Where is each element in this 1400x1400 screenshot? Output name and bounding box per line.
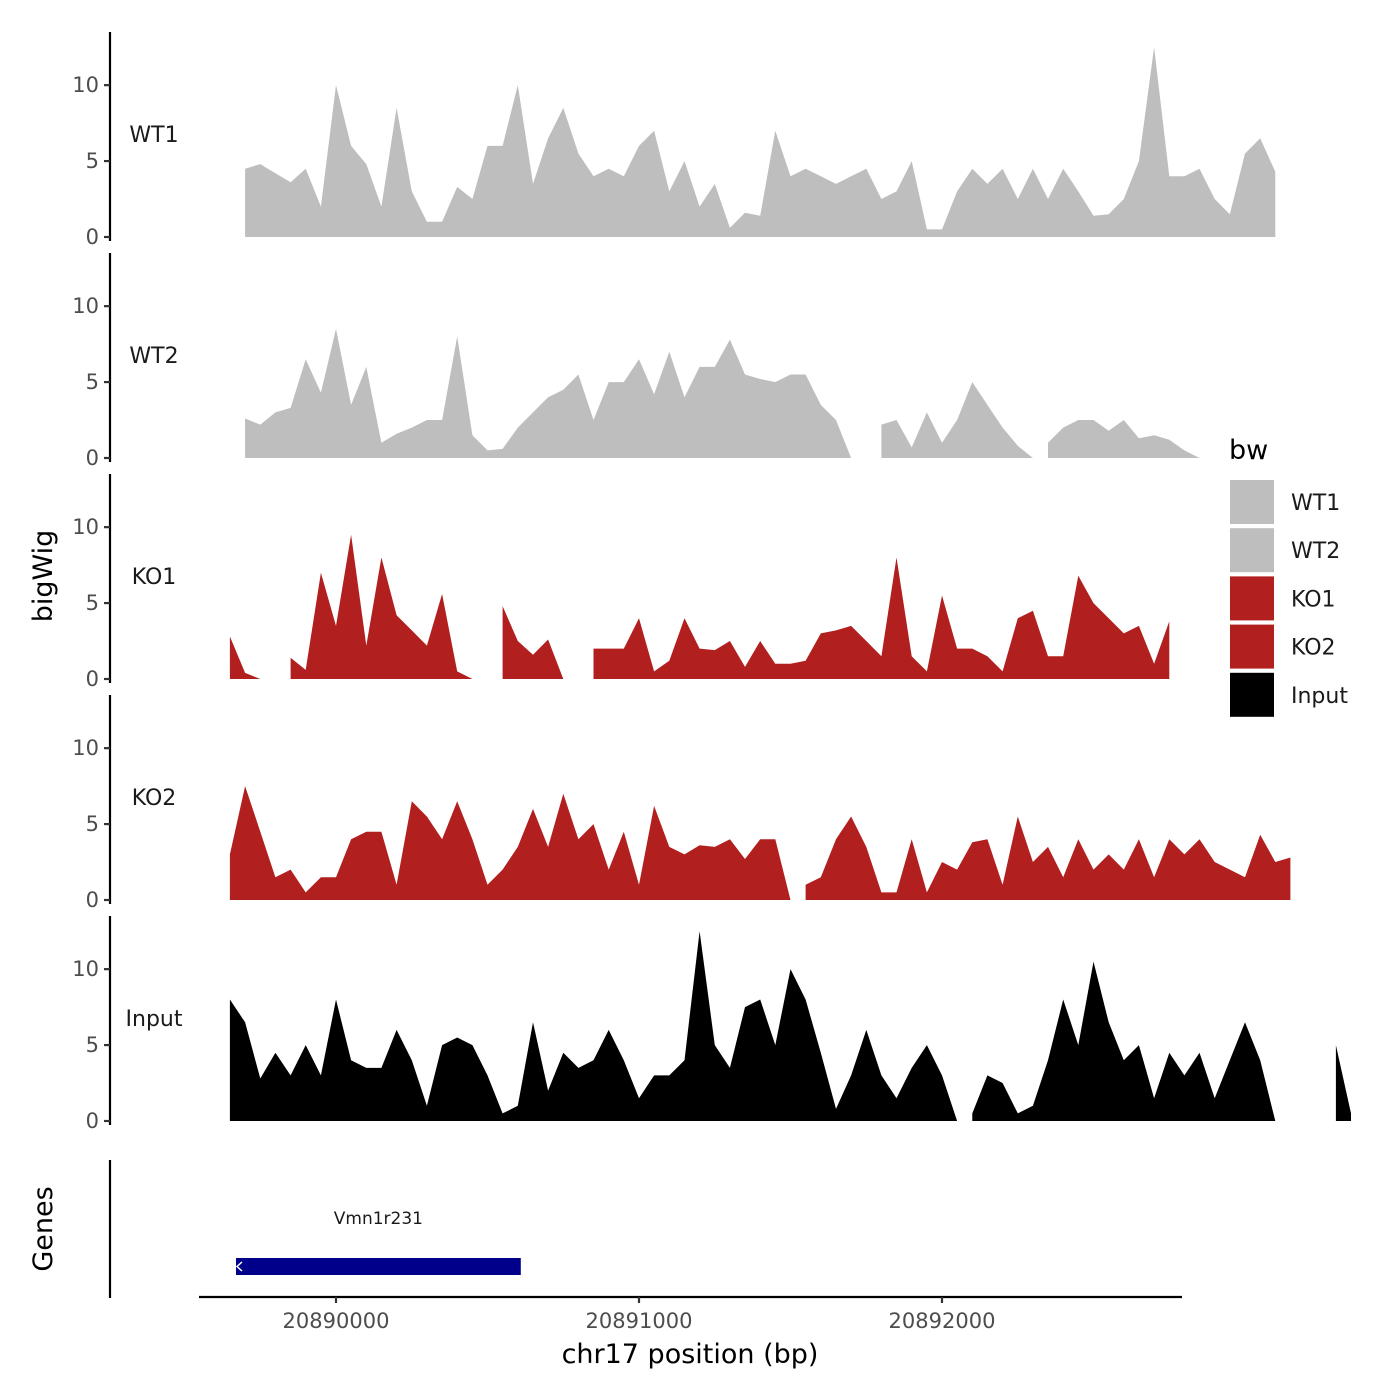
y-tick-label-ko1-0: 0 <box>86 667 99 691</box>
genes-layer: Vmn1r231 <box>108 1160 521 1298</box>
signal-area-wt1-0 <box>245 47 1276 238</box>
signal-area-ko2-0 <box>229 786 791 900</box>
y-tick-label-input-10: 10 <box>72 957 99 981</box>
y-tick-label-wt1-10: 10 <box>72 73 99 97</box>
signal-area-wt2-0 <box>245 328 852 458</box>
gene-strand-arrow-vmn1r231 <box>235 1261 243 1272</box>
signal-area-ko1-1 <box>290 534 473 679</box>
y-tick-label-wt1-0: 0 <box>86 225 99 249</box>
tracks-layer: 0 5 10 WT1 0 5 10 WT2 0 5 10 KO1 0 5 10 KO2 0 5 10 Input <box>72 32 1351 1133</box>
track-ko2: 0 5 10 KO2 <box>72 695 1291 912</box>
signal-area-ko1-3 <box>593 557 1170 679</box>
gene-body-vmn1r231 <box>236 1258 521 1275</box>
x-tick-label-20891000: 20891000 <box>586 1309 693 1333</box>
signal-area-input-0 <box>229 931 958 1121</box>
y-tick-label-ko1-5: 5 <box>86 591 99 615</box>
track-wt1: 0 5 10 WT1 <box>72 32 1276 249</box>
legend-label-ko1: KO1 <box>1291 587 1336 612</box>
legend-label-wt2: WT2 <box>1291 539 1340 564</box>
track-label-ko2: KO2 <box>132 786 177 811</box>
y-tick-label-wt2-0: 0 <box>86 446 99 470</box>
y-axis-title-genes: Genes <box>28 1186 59 1271</box>
signal-area-wt2-2 <box>1048 420 1200 458</box>
track-label-ko1: KO1 <box>132 565 177 590</box>
legend-label-wt1: WT1 <box>1291 491 1340 516</box>
y-axis-title-tracks: bigWig <box>28 530 59 623</box>
gene-label-vmn1r231: Vmn1r231 <box>334 1209 423 1229</box>
y-tick-label-ko2-10: 10 <box>72 736 99 760</box>
y-tick-label-ko1-10: 10 <box>72 515 99 539</box>
legend-swatch-ko2 <box>1230 624 1274 669</box>
x-tick-label-20890000: 20890000 <box>283 1309 390 1333</box>
track-label-wt2: WT2 <box>129 344 178 369</box>
y-tick-label-input-0: 0 <box>86 1109 99 1133</box>
track-ko1: 0 5 10 KO1 <box>72 474 1170 691</box>
legend-swatch-wt1 <box>1230 480 1274 524</box>
track-label-input: Input <box>126 1007 183 1032</box>
legend-title: bw <box>1229 435 1268 466</box>
signal-area-input-1 <box>972 961 1276 1121</box>
legend-swatch-ko1 <box>1230 576 1274 621</box>
track-input: 0 5 10 Input <box>72 916 1351 1133</box>
x-axis-title: chr17 position (bp) <box>562 1339 819 1370</box>
legend-label-input: Input <box>1291 684 1348 709</box>
signal-area-ko1-0 <box>229 636 261 679</box>
track-label-wt1: WT1 <box>129 123 178 148</box>
signal-area-input-2 <box>1335 1045 1351 1121</box>
y-tick-label-wt1-5: 5 <box>86 149 99 173</box>
track-wt2: 0 5 10 WT2 <box>72 253 1200 470</box>
signal-area-ko1-2 <box>502 606 564 679</box>
y-tick-label-wt2-10: 10 <box>72 294 99 318</box>
y-tick-label-input-5: 5 <box>86 1033 99 1057</box>
y-tick-label-ko2-5: 5 <box>86 812 99 836</box>
signal-area-wt2-1 <box>881 382 1033 458</box>
x-tick-label-20892000: 20892000 <box>889 1309 996 1333</box>
x-axis: 20890000 20891000 20892000 <box>199 1295 1182 1333</box>
legend-label-ko2: KO2 <box>1291 636 1336 661</box>
legend: bw WT1 WT2 KO1 KO2 Input <box>1229 435 1348 717</box>
y-tick-label-ko2-0: 0 <box>86 888 99 912</box>
legend-swatch-input <box>1230 672 1274 717</box>
signal-area-ko2-1 <box>805 816 1291 900</box>
legend-swatch-wt2 <box>1230 528 1274 573</box>
y-tick-label-wt2-5: 5 <box>86 370 99 394</box>
